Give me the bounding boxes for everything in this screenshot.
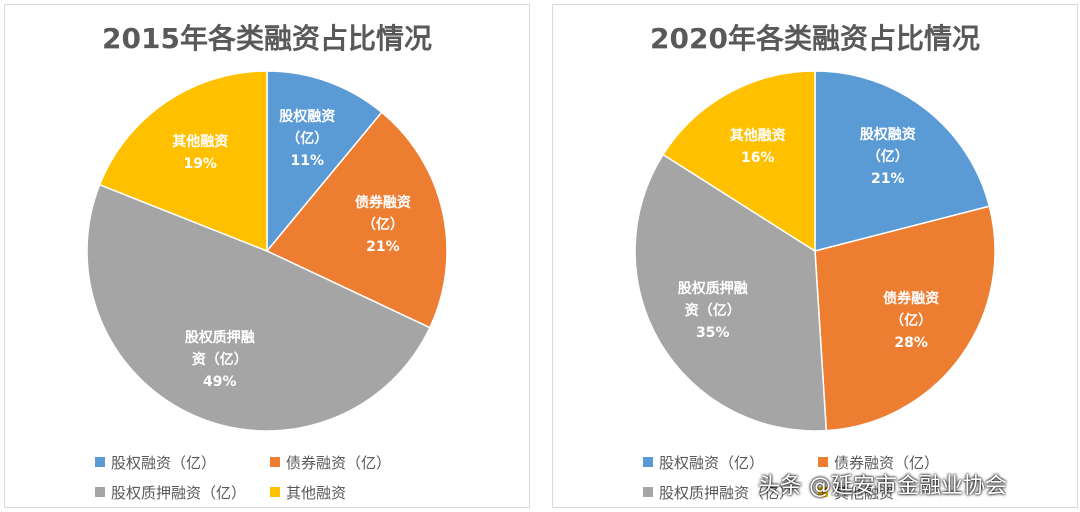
legend-item: 债券融资（亿） [270, 447, 445, 477]
chart-title: 2015年各类融资占比情况 [102, 22, 432, 55]
pie-slice [266, 70, 383, 254]
legend-swatch [270, 487, 280, 497]
pie-slice [814, 205, 996, 432]
pie-slice [634, 153, 828, 432]
pie-slice [98, 70, 268, 253]
data-label: 债券融资（亿） 28% [873, 288, 949, 354]
legend-swatch [643, 487, 653, 497]
legend-label: 股权融资（亿） [111, 453, 217, 472]
legend: 股权融资（亿） 债券融资（亿） 股权质押融资（亿） 其他融资 [95, 447, 475, 507]
legend-label: 股权质押融资（亿） [111, 483, 247, 502]
data-label-value: 11% [290, 153, 324, 170]
legend-item: 其他融资 [270, 477, 445, 507]
data-label-name: 股权质押融资（亿） [184, 330, 255, 369]
data-label-name: 股权质押融资（亿） [677, 281, 748, 320]
chart-panel: 2020年各类融资占比情况股权融资（亿） 21% 债券融资（亿） 28% 股权质押融资（… [552, 4, 1078, 508]
legend-label: 股权质押融资（亿） [659, 483, 795, 502]
data-label-value: 16% [741, 149, 775, 166]
legend-item: 股权融资（亿） [643, 447, 818, 477]
data-label-value: 28% [894, 334, 928, 351]
data-label-name: 债券融资（亿） [354, 195, 411, 234]
pie-slice [814, 70, 991, 252]
pie-slice [661, 70, 816, 253]
legend-label: 股权融资（亿） [659, 453, 765, 472]
data-label-name: 其他融资 [729, 127, 786, 144]
legend-swatch [270, 457, 280, 467]
pie-slice [265, 111, 448, 329]
data-label-value: 21% [366, 239, 400, 256]
legend-label: 债券融资（亿） [834, 453, 940, 472]
legend-swatch [95, 487, 105, 497]
legend-swatch [818, 487, 828, 497]
data-label: 股权质押融资（亿） 35% [675, 278, 751, 344]
data-label: 其他融资 16% [720, 125, 796, 169]
legend-item: 股权融资（亿） [95, 447, 270, 477]
data-label-name: 股权融资（亿） [859, 127, 916, 166]
data-label-name: 其他融资 [172, 133, 229, 150]
legend-swatch [818, 457, 828, 467]
legend-item: 股权质押融资（亿） [643, 477, 818, 507]
chart-title: 2020年各类融资占比情况 [650, 22, 980, 55]
legend-swatch [95, 457, 105, 467]
legend-swatch [643, 457, 653, 467]
data-label: 股权融资（亿） 21% [850, 124, 926, 190]
chart-panel: 2015年各类融资占比情况股权融资（亿） 11% 债券融资（亿） 21% 股权质押融资（… [4, 4, 530, 508]
pie-svg [86, 70, 448, 432]
legend-item: 其他融资 [818, 477, 993, 507]
data-label: 债券融资（亿） 21% [345, 192, 421, 258]
legend-label: 债券融资（亿） [286, 453, 392, 472]
pie-svg [634, 70, 996, 432]
data-label-name: 股权融资（亿） [279, 109, 336, 148]
legend-label: 其他融资 [286, 483, 347, 502]
data-label-value: 35% [695, 325, 730, 342]
data-label-name: 债券融资（亿） [883, 290, 940, 329]
pie-slice [86, 183, 431, 432]
legend-item: 债券融资（亿） [818, 447, 993, 477]
data-label-value: 19% [183, 155, 217, 172]
legend-item: 股权质押融资（亿） [95, 477, 270, 507]
data-label: 其他融资 19% [162, 131, 238, 175]
legend-label: 其他融资 [834, 483, 895, 502]
legend: 股权融资（亿） 债券融资（亿） 股权质押融资（亿） 其他融资 [643, 447, 1023, 507]
data-label: 股权质押融资（亿） 49% [182, 327, 258, 393]
watermark: 头条 @延安市金融业协会 [758, 474, 1007, 499]
data-label-value: 49% [203, 374, 237, 391]
data-label-value: 21% [871, 171, 905, 188]
data-label: 股权融资（亿） 11% [269, 106, 345, 172]
